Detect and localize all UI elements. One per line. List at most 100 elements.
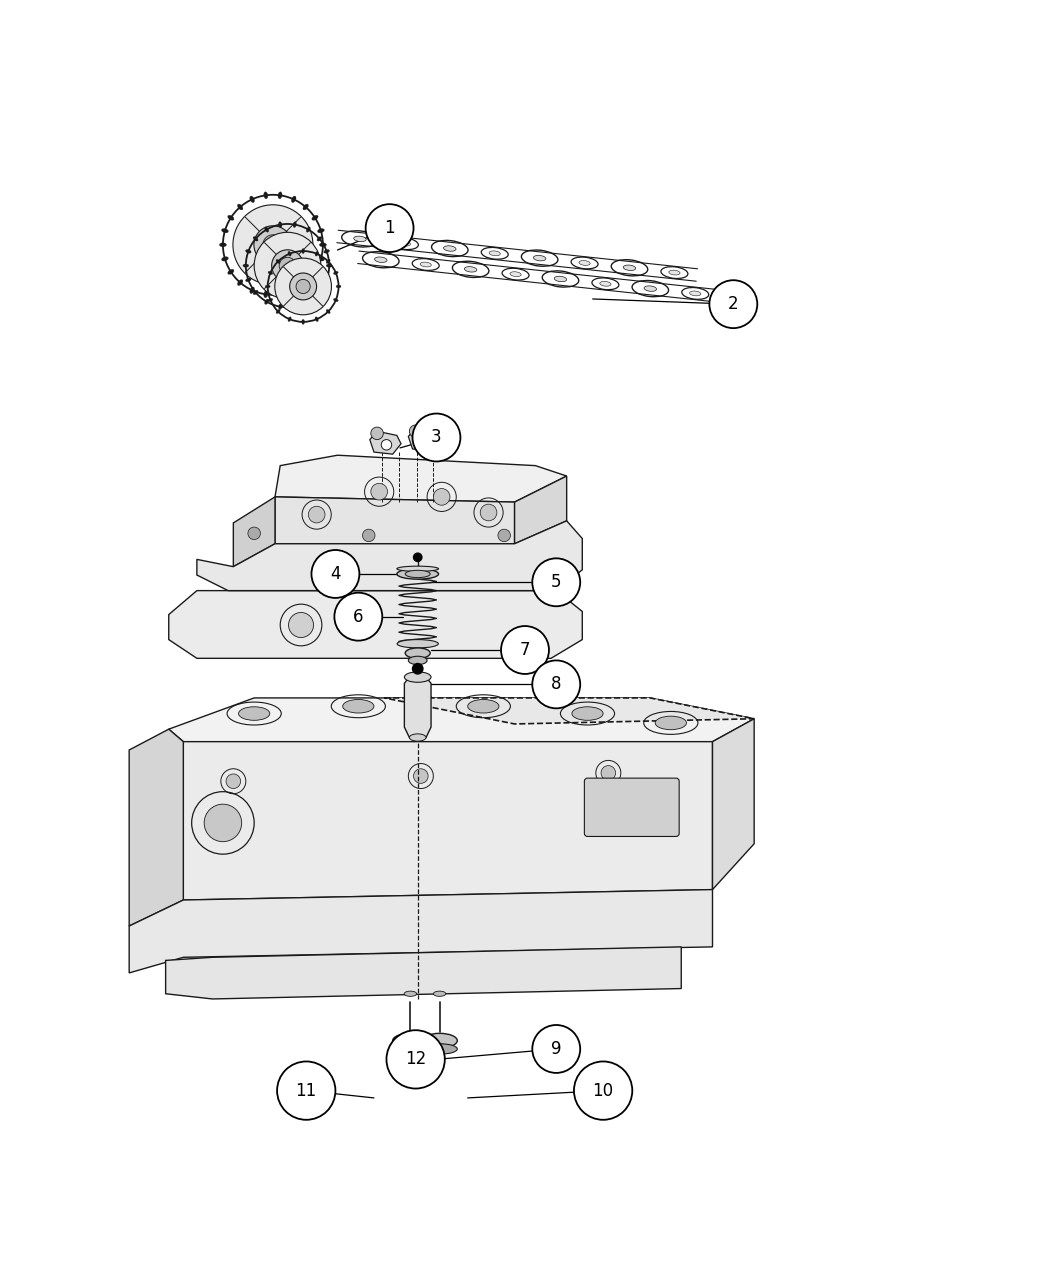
Ellipse shape: [397, 569, 439, 579]
Ellipse shape: [302, 279, 309, 286]
Ellipse shape: [572, 706, 603, 720]
Circle shape: [413, 413, 460, 462]
Ellipse shape: [317, 256, 324, 261]
Circle shape: [248, 527, 260, 539]
Ellipse shape: [219, 242, 227, 247]
Circle shape: [434, 488, 450, 505]
Circle shape: [296, 279, 310, 293]
Polygon shape: [129, 890, 713, 973]
Ellipse shape: [237, 204, 243, 210]
Ellipse shape: [243, 264, 249, 268]
Ellipse shape: [222, 228, 228, 233]
Ellipse shape: [307, 300, 311, 305]
Ellipse shape: [464, 266, 477, 272]
Ellipse shape: [644, 286, 656, 291]
Polygon shape: [370, 431, 401, 454]
Circle shape: [480, 504, 497, 520]
Ellipse shape: [278, 191, 282, 199]
Ellipse shape: [276, 259, 280, 264]
Ellipse shape: [510, 272, 521, 277]
Circle shape: [371, 427, 383, 440]
Ellipse shape: [307, 227, 311, 232]
Polygon shape: [129, 729, 184, 926]
Ellipse shape: [228, 269, 234, 274]
Ellipse shape: [408, 657, 427, 664]
Ellipse shape: [315, 316, 318, 321]
Polygon shape: [233, 497, 275, 566]
Ellipse shape: [278, 303, 282, 310]
Circle shape: [312, 550, 359, 598]
Ellipse shape: [312, 269, 318, 274]
Text: 6: 6: [353, 608, 363, 626]
Ellipse shape: [342, 700, 374, 713]
Ellipse shape: [278, 291, 282, 298]
Circle shape: [532, 1025, 581, 1074]
Circle shape: [362, 529, 375, 542]
Ellipse shape: [327, 259, 330, 264]
Ellipse shape: [375, 258, 387, 263]
Polygon shape: [196, 520, 583, 590]
Ellipse shape: [404, 672, 432, 682]
Ellipse shape: [655, 717, 687, 729]
Polygon shape: [275, 455, 567, 502]
Ellipse shape: [405, 570, 430, 578]
Circle shape: [275, 258, 332, 315]
Ellipse shape: [288, 251, 291, 256]
Text: 2: 2: [728, 296, 738, 314]
Polygon shape: [384, 697, 754, 724]
Ellipse shape: [334, 272, 338, 274]
Polygon shape: [408, 428, 440, 451]
Ellipse shape: [315, 251, 318, 256]
Circle shape: [371, 483, 387, 500]
Circle shape: [204, 805, 242, 842]
Ellipse shape: [253, 237, 258, 241]
Ellipse shape: [405, 648, 430, 658]
Text: 7: 7: [520, 641, 530, 659]
Ellipse shape: [228, 215, 234, 221]
Ellipse shape: [422, 1044, 458, 1054]
Ellipse shape: [253, 291, 258, 295]
Ellipse shape: [265, 300, 269, 305]
Ellipse shape: [276, 310, 280, 314]
Ellipse shape: [336, 286, 341, 288]
Ellipse shape: [291, 196, 296, 203]
Text: 1: 1: [384, 219, 395, 237]
Text: 4: 4: [330, 565, 340, 583]
Circle shape: [289, 612, 314, 638]
Circle shape: [309, 506, 326, 523]
Ellipse shape: [600, 282, 611, 286]
Ellipse shape: [489, 251, 501, 256]
Ellipse shape: [397, 566, 439, 571]
Polygon shape: [514, 476, 567, 543]
Polygon shape: [169, 590, 583, 658]
Ellipse shape: [264, 291, 268, 298]
Ellipse shape: [399, 241, 411, 246]
Circle shape: [279, 258, 296, 274]
Ellipse shape: [404, 991, 417, 996]
Circle shape: [386, 1030, 445, 1089]
Ellipse shape: [443, 246, 456, 251]
Polygon shape: [169, 697, 754, 742]
Circle shape: [410, 425, 422, 437]
Ellipse shape: [323, 250, 330, 254]
Circle shape: [601, 765, 615, 780]
Circle shape: [254, 232, 321, 298]
Ellipse shape: [327, 264, 332, 268]
Circle shape: [501, 626, 549, 674]
Circle shape: [226, 774, 240, 788]
Text: 8: 8: [551, 676, 562, 694]
Circle shape: [710, 280, 757, 328]
Ellipse shape: [317, 237, 322, 241]
Ellipse shape: [250, 287, 254, 293]
Ellipse shape: [317, 228, 324, 233]
Text: 5: 5: [551, 574, 562, 592]
Ellipse shape: [268, 298, 273, 302]
Circle shape: [532, 558, 581, 606]
Text: 10: 10: [592, 1081, 613, 1099]
Polygon shape: [404, 677, 432, 737]
Text: 9: 9: [551, 1040, 562, 1058]
Circle shape: [365, 204, 414, 252]
Circle shape: [233, 205, 313, 284]
Ellipse shape: [334, 298, 338, 302]
Ellipse shape: [327, 310, 330, 314]
